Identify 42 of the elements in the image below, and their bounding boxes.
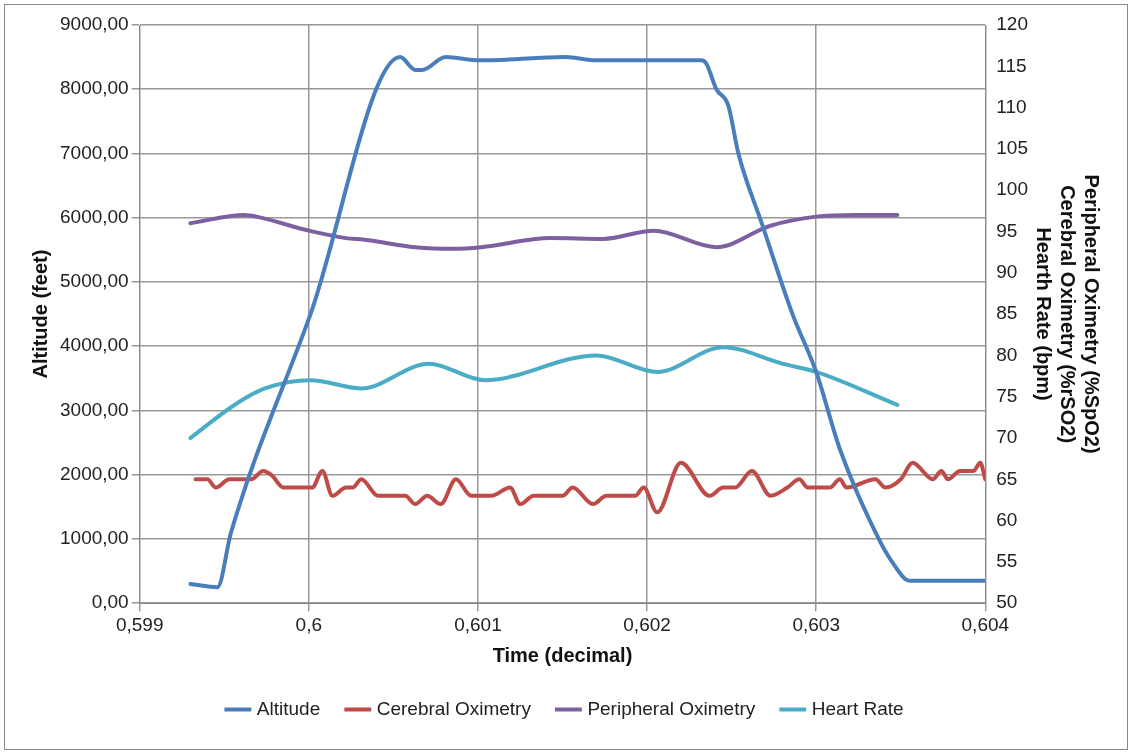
y2-tick-label: 90 bbox=[996, 261, 1018, 283]
x-tick-label: 0,6 bbox=[295, 613, 323, 635]
legend-label: Peripheral Oximetry bbox=[587, 697, 756, 719]
y2-tick-label: 115 bbox=[996, 54, 1027, 76]
y2-tick-label: 65 bbox=[996, 467, 1018, 489]
y2-tick-label: 120 bbox=[996, 13, 1028, 35]
x-tick-label: 0,602 bbox=[623, 613, 671, 635]
y-tick-label: 1000,00 bbox=[59, 527, 129, 549]
legend-label: Altitude bbox=[256, 697, 321, 719]
y2-tick-label: 105 bbox=[996, 137, 1028, 159]
y-tick-label: 4000,00 bbox=[59, 334, 129, 356]
y2-tick-label: 70 bbox=[996, 426, 1018, 448]
y-axis-title: Altitude (feet) bbox=[28, 249, 51, 379]
y2-tick-label: 55 bbox=[996, 550, 1018, 572]
legend-label: Heart Rate bbox=[811, 697, 904, 719]
line-series bbox=[188, 212, 900, 251]
line-series bbox=[193, 460, 986, 515]
y2-tick-label: 95 bbox=[996, 219, 1018, 241]
x-axis-title: Time (decimal) bbox=[492, 643, 633, 666]
y2-tick-label: 50 bbox=[996, 591, 1018, 613]
y2-tick-label: 100 bbox=[996, 178, 1028, 200]
line-series bbox=[188, 55, 986, 590]
y2-tick-label: 110 bbox=[996, 95, 1027, 117]
y2-tick-label: 80 bbox=[996, 343, 1018, 365]
y2-tick-label: 75 bbox=[996, 384, 1018, 406]
legend-label: Cerebral Oximetry bbox=[376, 697, 532, 719]
x-tick-label: 0,599 bbox=[115, 613, 164, 635]
x-tick-label: 0,603 bbox=[792, 613, 840, 635]
y-tick-label: 9000,00 bbox=[59, 13, 129, 35]
x-tick-label: 0,601 bbox=[454, 613, 502, 635]
y-tick-label: 7000,00 bbox=[59, 141, 129, 163]
y-tick-label: 3000,00 bbox=[59, 398, 129, 420]
y2-tick-label: 85 bbox=[996, 302, 1018, 324]
y-tick-label: 5000,00 bbox=[59, 270, 129, 292]
y2-tick-label: 60 bbox=[996, 508, 1018, 530]
x-tick-label: 0,604 bbox=[961, 613, 1010, 635]
y-tick-label: 0,00 bbox=[91, 591, 129, 613]
y-tick-label: 8000,00 bbox=[59, 77, 129, 99]
y2-axis-title: Peripheral Oximetry (%SpO2) Cerebral Oximetry (%rSO2) Hearth Rate (bpm) bbox=[1033, 174, 1104, 454]
y-tick-label: 6000,00 bbox=[59, 205, 129, 227]
y-tick-label: 2000,00 bbox=[59, 462, 129, 484]
line-series bbox=[188, 345, 900, 440]
